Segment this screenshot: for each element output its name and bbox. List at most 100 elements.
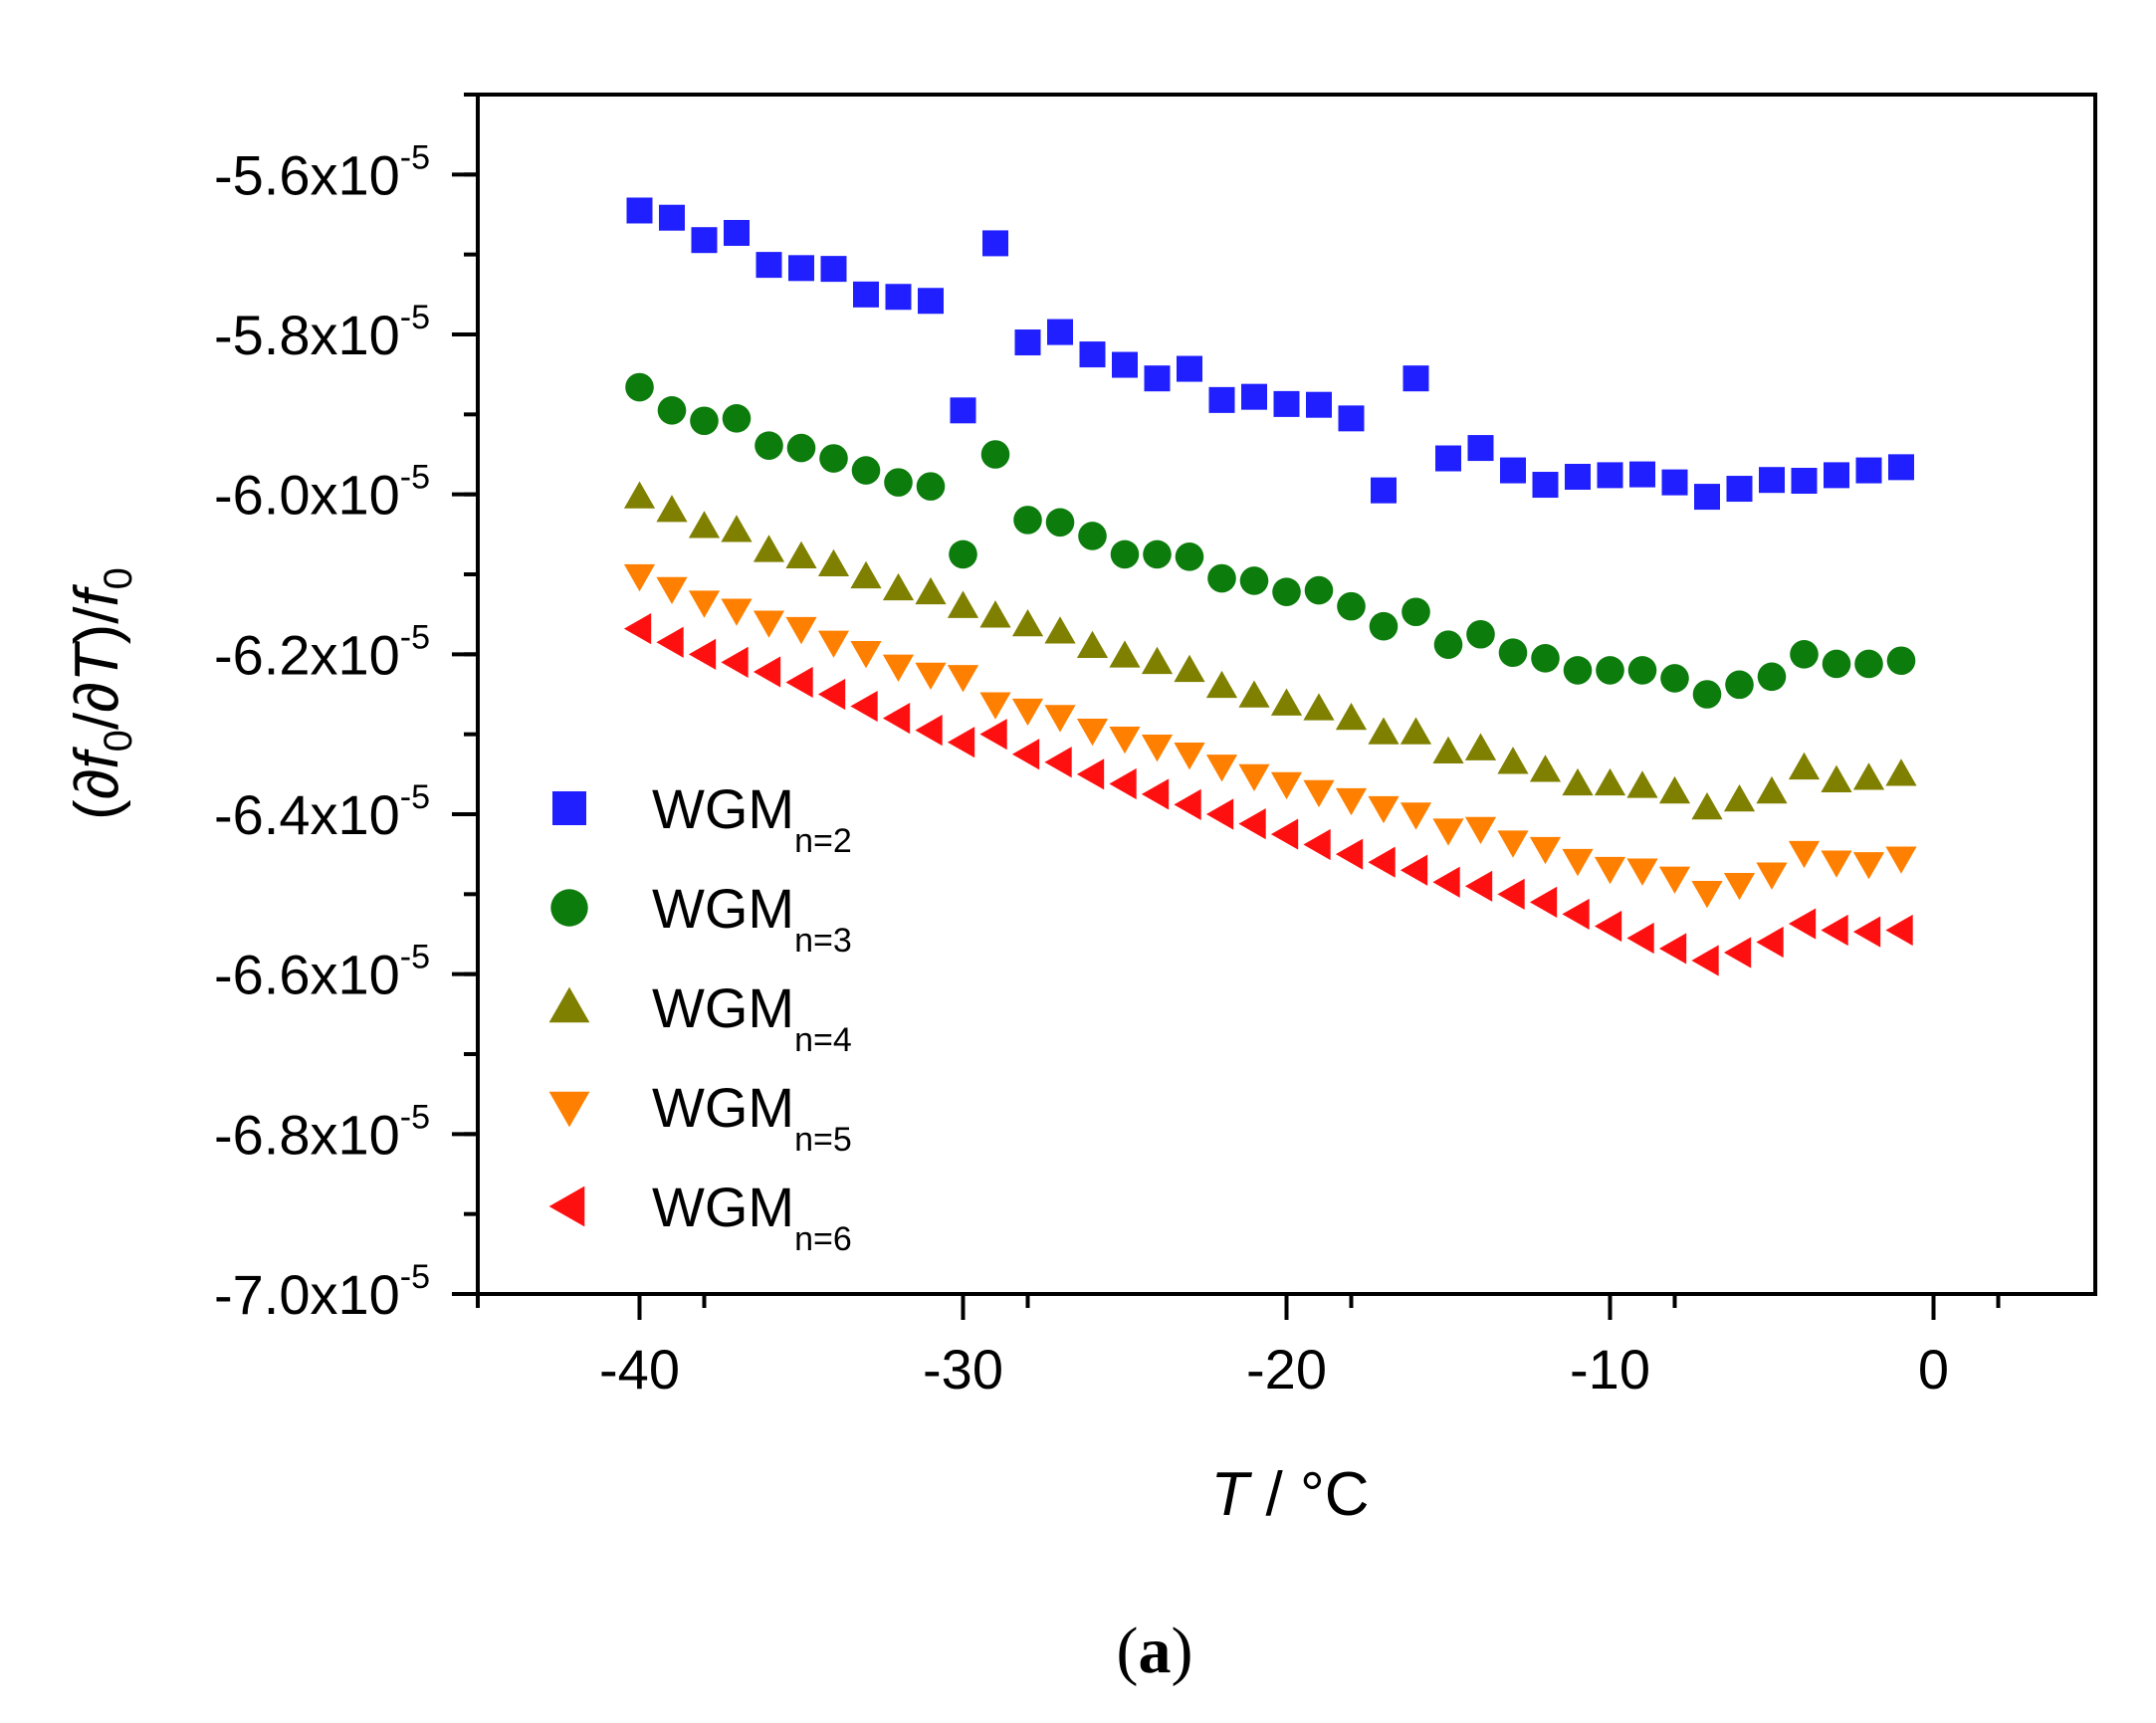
data-point [623, 613, 652, 645]
y-tick-label: -6.4x10-5 [214, 778, 430, 846]
data-point [1885, 914, 1913, 947]
data-point [1885, 758, 1917, 786]
data-point [1788, 840, 1821, 869]
data-point [1562, 767, 1594, 796]
data-point [850, 641, 882, 669]
data-point [819, 444, 848, 473]
data-point [916, 472, 946, 501]
data-point [1044, 747, 1072, 778]
data-point [1303, 693, 1335, 721]
data-point [1273, 390, 1300, 417]
data-point [1045, 508, 1075, 538]
data-point [1886, 646, 1916, 676]
data-point [1466, 619, 1495, 649]
series-n=6 [623, 613, 1913, 976]
data-point [1464, 733, 1497, 760]
data-point [1852, 762, 1885, 790]
data-point [753, 656, 781, 688]
data-point [1371, 477, 1397, 504]
data-point [1562, 898, 1590, 931]
data-point [915, 662, 947, 691]
data-point [1238, 680, 1270, 708]
data-point [1594, 910, 1622, 943]
data-point [1079, 341, 1106, 368]
data-point [1500, 457, 1526, 484]
data-point [817, 548, 850, 577]
data-point [949, 539, 977, 569]
data-point [1691, 791, 1723, 820]
data-point [979, 719, 1007, 751]
series-n=5 [623, 563, 1917, 909]
data-point [1044, 705, 1076, 733]
data-point [755, 252, 782, 279]
data-point [1626, 922, 1654, 955]
data-point [1433, 630, 1463, 659]
data-point [1661, 469, 1688, 496]
data-point [1076, 758, 1105, 790]
data-point [1531, 644, 1560, 673]
data-point [1207, 563, 1236, 593]
data-point [1076, 630, 1109, 658]
data-point [1306, 391, 1332, 418]
data-point [1723, 872, 1756, 901]
data-point [656, 495, 688, 523]
data-point [1208, 386, 1235, 413]
data-point [915, 576, 947, 605]
data-point [1110, 539, 1140, 569]
data-point [918, 288, 944, 315]
data-point [1011, 739, 1040, 770]
data-point [947, 590, 979, 618]
data-point [753, 610, 785, 638]
data-point [785, 616, 817, 645]
data-point [1723, 783, 1756, 812]
data-point [1597, 462, 1623, 489]
data-point [1821, 914, 1848, 947]
data-point [1144, 365, 1171, 392]
x-tick-label: 0 [1918, 1338, 1949, 1400]
y-tick-label: -5.6x10-5 [214, 138, 430, 206]
y-tick-label: -7.0x10-5 [214, 1258, 430, 1326]
data-point [1335, 838, 1364, 870]
data-point [1529, 836, 1562, 865]
data-point [882, 703, 911, 735]
data-point [1824, 462, 1849, 489]
data-point [1691, 881, 1723, 909]
data-point [1723, 937, 1752, 969]
data-point [1756, 775, 1788, 804]
x-tick-label: -30 [923, 1338, 1003, 1400]
data-point [786, 433, 816, 463]
data-points [623, 197, 1917, 976]
data-point [817, 630, 850, 658]
data-point [1400, 717, 1432, 745]
data-point [1822, 649, 1851, 679]
y-tick-label: -6.8x10-5 [214, 1098, 430, 1166]
data-point [1757, 662, 1787, 692]
y-axis-title: (∂f0/∂T)/f0 [63, 567, 140, 820]
data-point [885, 284, 912, 311]
data-point [1660, 664, 1689, 693]
data-point [1529, 886, 1558, 918]
data-point [1759, 467, 1785, 494]
data-point [1369, 611, 1399, 641]
data-point [884, 468, 913, 497]
legend-marker [548, 1091, 590, 1128]
y-tick-label: -6.6x10-5 [214, 939, 430, 1006]
data-point [1821, 850, 1852, 878]
data-point [1076, 718, 1109, 747]
data-point [1335, 703, 1368, 731]
data-point [623, 563, 656, 592]
data-point [1694, 484, 1720, 511]
data-point [788, 255, 814, 282]
data-point [1627, 656, 1657, 685]
data-point [724, 219, 750, 246]
data-point [1303, 779, 1335, 808]
data-point [721, 646, 749, 678]
data-point [1565, 463, 1591, 490]
data-point [1497, 830, 1529, 858]
data-point [1435, 445, 1461, 472]
data-point [1044, 616, 1076, 644]
data-point [626, 197, 653, 224]
data-point [1368, 795, 1400, 824]
data-point [1270, 688, 1303, 716]
